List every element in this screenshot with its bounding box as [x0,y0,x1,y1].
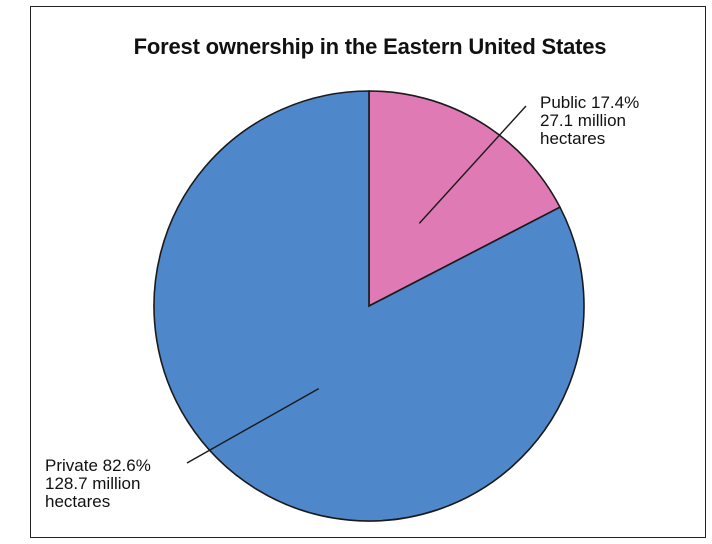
slice-label-private: Private 82.6% 128.7 million hectares [45,457,151,511]
slice-label-public-line2: 27.1 million [540,111,626,130]
slice-label-private-line1: Private 82.6% [45,456,151,475]
chart-title: Forest ownership in the Eastern United S… [133,34,607,59]
pie-slice-public [368,90,562,308]
leader-line-public [418,105,527,224]
slice-label-public: Public 17.4% 27.1 million hectares [540,94,639,148]
leader-line-private [186,388,320,464]
pie-slices [153,90,585,522]
pie-slice-private [153,90,585,522]
slice-label-private-line2: 128.7 million [45,474,141,493]
slice-label-public-line3: hectares [540,129,606,148]
slice-label-public-line1: Public 17.4% [540,93,640,112]
leader-lines [186,105,527,464]
slice-label-private-line3: hectares [45,492,111,511]
